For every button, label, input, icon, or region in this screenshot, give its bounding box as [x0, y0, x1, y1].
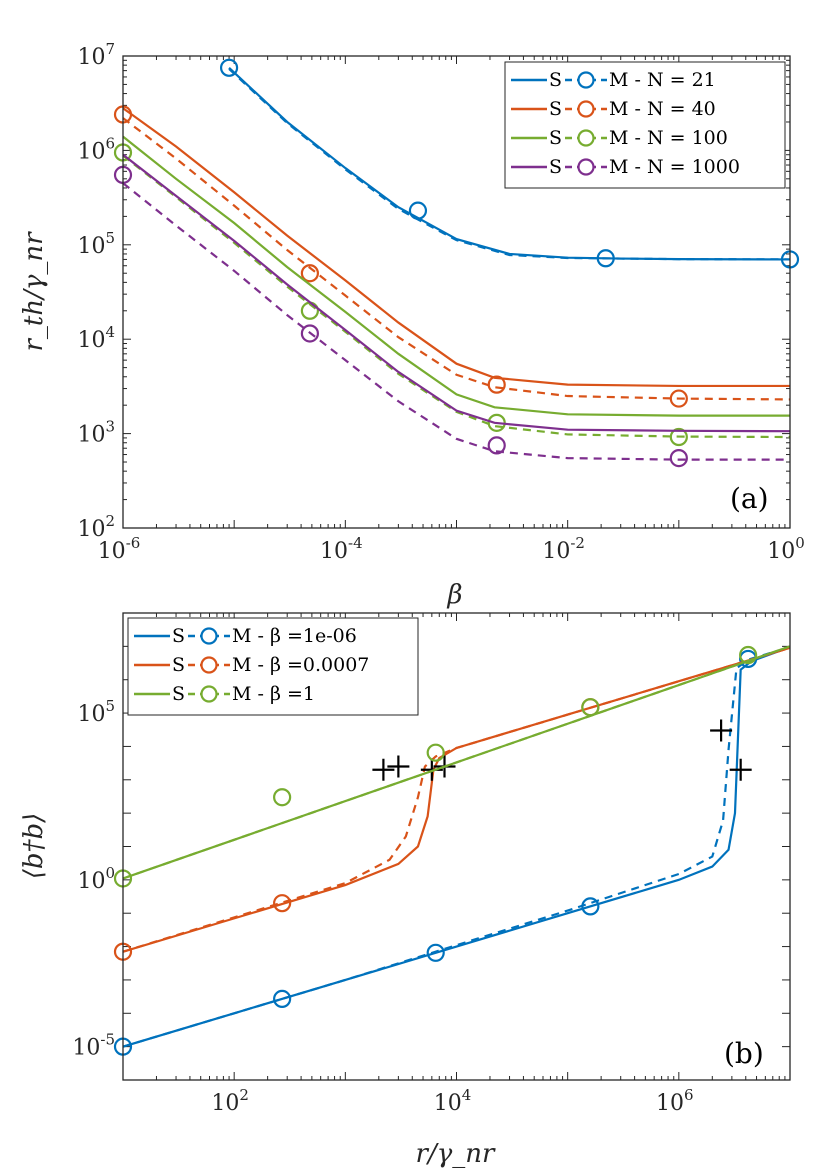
panel-b-legend-box	[127, 617, 419, 716]
panel-b-x-tick-label: 106	[656, 1086, 694, 1116]
panel-a-series-1-marker	[487, 375, 506, 394]
panel-a-series-0-marker	[408, 201, 428, 220]
panel-b-legend-m-label: M - β =1e-06	[232, 625, 357, 647]
panel-a-legend-s-label: S	[549, 156, 562, 178]
panel-a-series-2-solid-line	[122, 135, 790, 417]
panel-b-y-tick-label: 10-5	[72, 1031, 115, 1061]
panel-a-y-tick-label: 102	[77, 512, 115, 542]
panel-b-x-tick-label: 104	[434, 1086, 472, 1116]
panel-a-series-3-marker	[669, 449, 688, 468]
panel-a-series-1-marker	[300, 264, 319, 283]
panel-b-series-2-marker	[739, 645, 758, 665]
panel-a-tick-labels: 10-6 10-4 10-2 100 102 103 104 105 106 107	[77, 40, 804, 564]
panel-b-xlabel: r/γ_nr	[416, 1139, 496, 1169]
panel-b-data	[113, 645, 791, 1056]
panel-a-series-0-marker	[596, 249, 615, 268]
panel-a-y-tick-label: 103	[77, 418, 115, 448]
panel-b-legend-s-label: S	[172, 683, 185, 705]
panel-a-legend-m-label: M - N = 21	[609, 69, 716, 91]
panel-b-y-tick-label: 100	[77, 864, 115, 894]
panel-a-legend-marker-swatch	[577, 71, 595, 89]
panel-b-series-2-dashed-line	[122, 645, 791, 880]
panel-a-y-tick-label: 105	[77, 229, 115, 259]
panel-a-legend-m-label: M - N = 100	[609, 127, 728, 149]
panel-a-legend: S M - N = 21 S M - N = 40 S M - N = 100 S M - N…	[504, 61, 786, 189]
panel-b-series-2-marker	[426, 743, 445, 762]
panel-b-legend-s-label: S	[172, 654, 185, 676]
panel-b-legend-marker-swatch	[200, 656, 218, 674]
panel-b-series-1-solid-line	[122, 646, 791, 953]
panel-b-legend-s-label: S	[172, 625, 185, 647]
panel-a-ylabel: r_th/γ_nr	[19, 231, 49, 352]
panel-b: 102 104 106 10-5 100 105 (b) r/γ_nr ⟨b†b⟩ S M …	[19, 612, 791, 1169]
panel-a-ticks	[122, 55, 791, 529]
panel-a-legend-marker-swatch	[577, 158, 595, 176]
panel-a-x-tick-label: 10-2	[542, 534, 585, 564]
panel-a-y-tick-label: 104	[77, 323, 115, 353]
panel-a-axes-box	[122, 55, 791, 529]
panel-b-series-2-marker	[273, 788, 292, 807]
panel-b-ylabel: ⟨b†b⟩	[19, 813, 49, 880]
panel-a-legend-s-label: S	[549, 127, 562, 149]
panel-b-label: (b)	[724, 1037, 764, 1070]
panel-a-label: (a)	[730, 482, 769, 515]
panel-a-y-tick-label: 107	[77, 40, 115, 70]
panel-a-y-tick-label: 106	[77, 134, 115, 164]
panel-a-x-tick-label: 10-4	[320, 534, 363, 564]
panel-b-legend-marker-swatch	[200, 685, 218, 703]
panel-a-legend-box	[504, 61, 786, 189]
panel-a-series-3-marker	[487, 436, 506, 455]
panel-a-series-3-dashed-line	[122, 182, 790, 461]
panel-a-legend-marker-swatch	[577, 129, 595, 147]
panel-b-legend-m-label: M - β =0.0007	[232, 654, 369, 676]
panel-b-legend-m-label: M - β =1	[232, 683, 315, 705]
panel-a-legend-marker-swatch	[577, 100, 595, 118]
panel-b-series-0-dashed-line	[122, 646, 791, 1048]
panel-a-series-0-marker	[219, 58, 239, 77]
panel-b-axes-box	[122, 612, 791, 1081]
panel-a-series-1-marker	[669, 389, 688, 408]
panel-b-legend: S M - β =1e-06 S M - β =0.0007 S M - β =1	[127, 617, 419, 716]
panel-a-series-2-dashed-line	[122, 154, 791, 439]
panel-b-series-0-marker	[581, 897, 600, 916]
panel-a-series-3-solid-line	[122, 153, 791, 433]
panel-a-data	[113, 58, 800, 468]
panel-b-tick-labels: 102 104 106 10-5 100 105	[72, 697, 693, 1116]
panel-a-legend-s-label: S	[549, 98, 562, 120]
panel-b-series-1-dashed-line	[122, 646, 791, 953]
panel-a-legend-s-label: S	[549, 69, 562, 91]
panel-a-legend-m-label: M - N = 40	[609, 98, 716, 120]
panel-a-legend-m-label: M - N = 1000	[609, 156, 740, 178]
panel-a-series-2-marker	[669, 427, 688, 447]
panel-b-series-0-marker	[426, 943, 445, 962]
panel-b-y-tick-label: 105	[77, 697, 115, 727]
panel-b-series-1-marker	[273, 894, 292, 913]
panel-b-legend-marker-swatch	[200, 627, 218, 645]
panel-b-series-2-marker	[581, 698, 600, 717]
panel-a-xlabel: β	[446, 580, 462, 610]
panel-b-x-tick-label: 102	[211, 1086, 249, 1116]
panel-b-series-0-marker	[273, 989, 292, 1008]
panel-a-x-tick-label: 10-6	[98, 534, 141, 564]
panel-a-series-3-marker	[300, 324, 319, 343]
panel-a-series-1-dashed-line	[122, 117, 791, 401]
panel-a-x-tick-label: 100	[767, 534, 805, 564]
panel-a-series-1-solid-line	[122, 107, 790, 388]
panel-a-series-0-dashed-line	[228, 68, 791, 261]
